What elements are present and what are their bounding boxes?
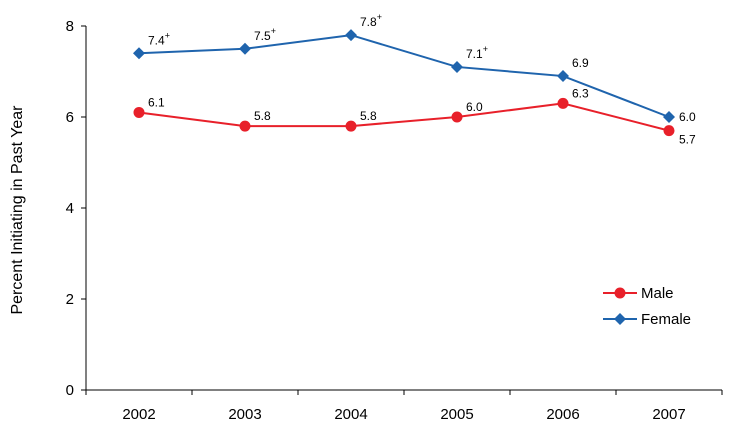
legend-label-female: Female — [641, 311, 691, 328]
data-label-male: 5.8 — [254, 109, 271, 123]
legend-marker-female — [614, 313, 626, 325]
data-label-female: 6.0 — [679, 110, 696, 124]
series-layer: 6.1 5.8 5.8 6.0 6.3 5.7 7.4+ 7.5+ 7.8+ 7.1+ 6.9 6.0 — [133, 12, 696, 147]
data-point-male — [345, 120, 357, 132]
data-point-female — [239, 42, 251, 55]
data-label-female: 7.1+ — [466, 44, 488, 61]
data-label-female: 6.9 — [572, 56, 589, 70]
y-tick-label: 0 — [66, 382, 74, 399]
data-label-male: 6.0 — [466, 100, 483, 114]
y-tick-label: 6 — [66, 109, 74, 126]
series-line-male — [138, 102, 670, 132]
y-axis-title: Percent Initiating in Past Year — [9, 105, 26, 315]
data-label-female: 7.5+ — [254, 26, 276, 43]
data-point-female — [133, 47, 145, 60]
series-female: 7.4+ 7.5+ 7.8+ 7.1+ 6.9 6.0 — [133, 12, 696, 124]
data-label-female: 7.8+ — [360, 12, 382, 29]
data-point-male — [557, 97, 569, 109]
x-tick-label: 2006 — [546, 406, 579, 423]
x-tick-label: 2004 — [334, 406, 367, 423]
data-point-female — [557, 70, 569, 83]
x-tick-label: 2007 — [652, 406, 685, 423]
legend-marker-male — [614, 287, 626, 299]
series-male: 6.1 5.8 5.8 6.0 6.3 5.7 — [133, 86, 696, 147]
data-label-male: 6.1 — [148, 95, 165, 109]
data-point-male — [663, 125, 675, 137]
data-point-male — [451, 111, 463, 123]
legend-label-male: Male — [641, 285, 674, 302]
data-label-female: 7.4+ — [148, 30, 170, 47]
x-axis-ticks: 2002 2003 2004 2005 2006 2007 — [85, 390, 723, 423]
data-point-male — [239, 120, 251, 132]
data-label-male: 5.8 — [360, 109, 377, 123]
y-tick-label: 4 — [66, 200, 74, 217]
axes — [85, 26, 722, 391]
legend: Male Female — [603, 285, 691, 328]
data-label-male: 5.7 — [679, 133, 696, 147]
y-tick-label: 8 — [66, 18, 74, 35]
x-tick-label: 2003 — [228, 406, 261, 423]
data-label-male: 6.3 — [572, 86, 589, 100]
data-point-female — [345, 29, 357, 42]
x-tick-label: 2005 — [440, 406, 473, 423]
y-axis-ticks: 0 2 4 6 8 — [66, 18, 86, 399]
x-tick-label: 2002 — [122, 406, 155, 423]
series-line-female — [138, 34, 670, 118]
data-point-female — [451, 60, 463, 73]
legend-item-female: Female — [603, 311, 691, 328]
y-tick-label: 2 — [66, 291, 74, 308]
data-point-male — [133, 106, 145, 118]
data-point-female — [663, 111, 675, 123]
legend-item-male: Male — [603, 285, 674, 302]
